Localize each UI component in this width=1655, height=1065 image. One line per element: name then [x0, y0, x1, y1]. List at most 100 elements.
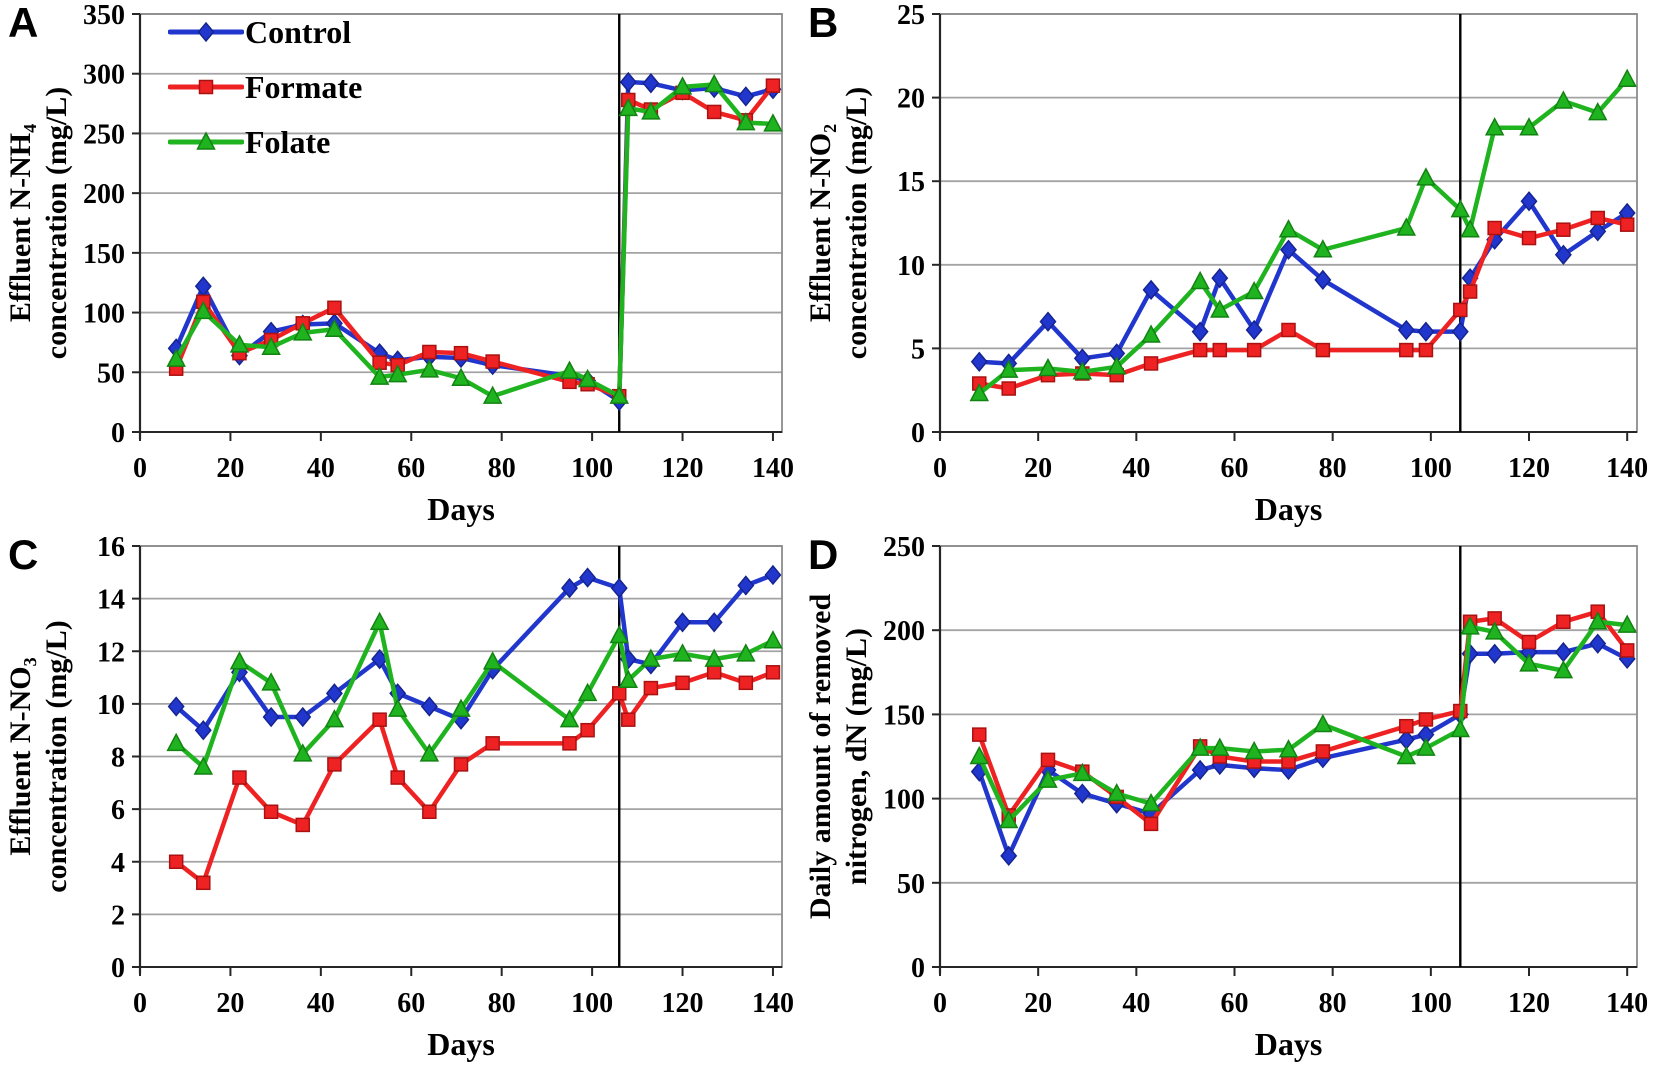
x-axis-label: Days — [1255, 1026, 1323, 1062]
svg-text:150: 150 — [883, 700, 925, 731]
series-folate — [969, 68, 1637, 402]
svg-text:60: 60 — [397, 453, 425, 484]
x-axis-label: Days — [427, 1026, 495, 1062]
svg-text:10: 10 — [897, 251, 925, 282]
svg-text:0: 0 — [111, 418, 125, 449]
series-folate — [969, 611, 1637, 829]
svg-text:12: 12 — [97, 637, 125, 668]
svg-text:100: 100 — [83, 299, 125, 330]
panel-b: B 0 5 10 15 20 25 0 20 40 60 80 100 120 140 Days Efflue… — [800, 0, 1655, 532]
svg-text:60: 60 — [1221, 988, 1249, 1019]
legend-label-control: Control — [245, 14, 352, 50]
svg-text:120: 120 — [662, 453, 704, 484]
svg-text:40: 40 — [307, 453, 335, 484]
svg-text:80: 80 — [1319, 988, 1347, 1019]
svg-text:300: 300 — [83, 60, 125, 91]
svg-text:60: 60 — [1221, 453, 1249, 484]
svg-text:200: 200 — [883, 616, 925, 647]
series-control — [970, 191, 1636, 374]
series-control — [167, 564, 782, 741]
y-axis-label-line-2: concentration (mg/L) — [40, 87, 73, 359]
svg-text:50: 50 — [97, 358, 125, 389]
svg-text:0: 0 — [911, 953, 925, 984]
svg-text:0: 0 — [133, 988, 147, 1019]
svg-text:50: 50 — [897, 869, 925, 900]
x-axis-label: Days — [427, 491, 495, 527]
svg-text:0: 0 — [111, 953, 125, 984]
svg-text:120: 120 — [662, 988, 704, 1019]
svg-text:100: 100 — [571, 988, 613, 1019]
svg-text:100: 100 — [1410, 453, 1452, 484]
svg-text:140: 140 — [752, 453, 794, 484]
svg-text:14: 14 — [97, 585, 125, 616]
svg-text:20: 20 — [897, 84, 925, 115]
legend-label-folate: Folate — [245, 124, 331, 160]
svg-text:250: 250 — [83, 119, 125, 150]
svg-text:5: 5 — [911, 334, 925, 365]
svg-text:4: 4 — [111, 848, 125, 879]
series-formate — [972, 604, 1635, 832]
chart-b-no2-line-chart: 0 5 10 15 20 25 0 20 40 60 80 100 120 140 Days Effluent… — [804, 0, 1648, 527]
panel-c-letter: C — [8, 531, 39, 578]
svg-text:150: 150 — [83, 239, 125, 270]
formate-line-marker-icon — [168, 79, 244, 95]
svg-text:40: 40 — [1122, 988, 1150, 1019]
y-axis-label-line-1: Effluent N-NH₄ — [4, 124, 37, 322]
panel-c: C 0 2 4 6 8 10 12 14 16 0 20 40 60 80 100 120 140 Days Eff… — [0, 531, 800, 1065]
x-axis-label: Days — [1255, 491, 1323, 527]
svg-text:120: 120 — [1508, 988, 1550, 1019]
svg-text:80: 80 — [488, 988, 516, 1019]
svg-text:0: 0 — [911, 418, 925, 449]
y-axis-label-line-1: Effluent N-NO₃ — [4, 657, 37, 855]
legend-item-formate: Formate — [168, 71, 362, 103]
folate-line-marker-icon — [168, 131, 244, 150]
svg-text:16: 16 — [97, 532, 125, 563]
series-folate — [166, 73, 783, 404]
series-formate — [168, 665, 781, 891]
svg-text:140: 140 — [1606, 453, 1648, 484]
y-axis-label-line-1: Daily amount of removed — [804, 594, 837, 920]
svg-text:10: 10 — [97, 690, 125, 721]
svg-text:100: 100 — [883, 785, 925, 816]
svg-text:250: 250 — [883, 532, 925, 563]
chart-a-nh4-line-chart: 0 50 100 150 200 250 300 350 0 20 40 60 80 100 120 140 D… — [4, 0, 794, 527]
chart-legend: Control Formate Folate — [168, 16, 362, 158]
svg-text:40: 40 — [307, 988, 335, 1019]
panel-a: A 0 50 100 150 200 250 300 350 0 20 40 60 80 100 120 14… — [0, 0, 800, 532]
svg-text:8: 8 — [111, 743, 125, 774]
svg-text:2: 2 — [111, 900, 125, 931]
svg-text:80: 80 — [488, 453, 516, 484]
y-axis-label-line-2: concentration (mg/L) — [40, 620, 73, 892]
svg-text:60: 60 — [397, 988, 425, 1019]
svg-text:25: 25 — [897, 0, 925, 31]
svg-text:6: 6 — [111, 795, 125, 826]
svg-text:20: 20 — [1024, 988, 1052, 1019]
svg-text:100: 100 — [571, 453, 613, 484]
svg-text:140: 140 — [752, 988, 794, 1019]
svg-text:0: 0 — [133, 453, 147, 484]
panel-a-letter: A — [8, 0, 39, 46]
control-line-marker-icon — [168, 21, 244, 43]
svg-text:100: 100 — [1410, 988, 1452, 1019]
svg-text:20: 20 — [216, 453, 244, 484]
svg-text:200: 200 — [83, 179, 125, 210]
svg-text:40: 40 — [1122, 453, 1150, 484]
series-folate — [166, 611, 783, 775]
legend-label-formate: Formate — [245, 69, 363, 105]
y-axis-label-line-2: concentration (mg/L) — [840, 87, 873, 359]
svg-text:140: 140 — [1606, 988, 1648, 1019]
svg-text:0: 0 — [933, 988, 947, 1019]
svg-text:80: 80 — [1319, 453, 1347, 484]
panel-d: D 0 50 100 150 200 250 0 20 40 60 80 100 120 140 Days D… — [800, 531, 1655, 1065]
svg-text:15: 15 — [897, 167, 925, 198]
svg-text:20: 20 — [1024, 453, 1052, 484]
panel-d-letter: D — [808, 531, 839, 578]
legend-item-folate: Folate — [168, 126, 362, 158]
svg-text:0: 0 — [933, 453, 947, 484]
panel-b-letter: B — [808, 0, 839, 46]
svg-text:20: 20 — [216, 988, 244, 1019]
legend-item-control: Control — [168, 16, 362, 48]
chart-d-dn-line-chart: 0 50 100 150 200 250 0 20 40 60 80 100 120 140 Days Dai… — [804, 532, 1648, 1062]
chart-c-no3-line-chart: 0 2 4 6 8 10 12 14 16 0 20 40 60 80 100 120 140 Days Efflu… — [4, 532, 794, 1062]
